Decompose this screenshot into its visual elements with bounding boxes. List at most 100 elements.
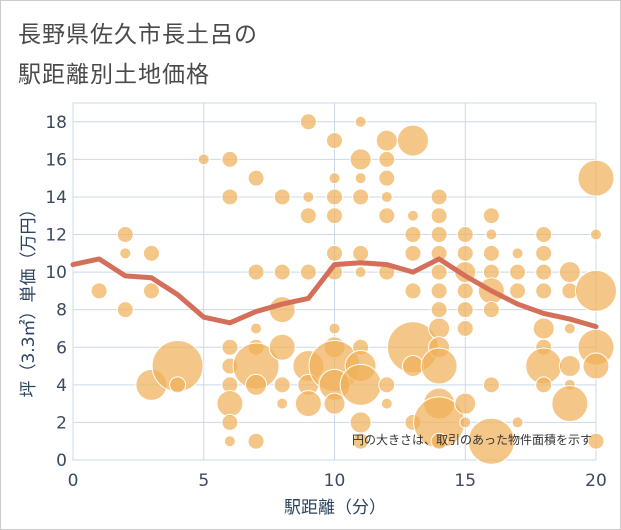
data-point xyxy=(430,207,448,225)
x-tick-label: 15 xyxy=(454,471,476,491)
data-point xyxy=(375,129,398,152)
data-point xyxy=(406,209,419,222)
data-point xyxy=(456,282,474,300)
data-point xyxy=(459,416,472,429)
y-tick-label: 0 xyxy=(56,451,67,471)
data-point xyxy=(535,263,553,281)
data-point xyxy=(276,397,289,410)
data-point xyxy=(396,124,429,157)
data-point xyxy=(456,244,474,262)
data-point xyxy=(575,269,617,312)
data-point xyxy=(352,244,370,262)
data-point xyxy=(250,322,263,335)
data-point xyxy=(511,416,524,429)
data-point xyxy=(404,226,422,244)
data-point xyxy=(223,435,236,448)
data-point xyxy=(430,188,448,206)
data-point xyxy=(245,373,268,396)
data-point xyxy=(430,263,448,281)
data-point xyxy=(456,301,474,319)
x-tick-label: 10 xyxy=(324,471,346,491)
data-point xyxy=(328,172,341,185)
data-point xyxy=(299,263,317,281)
data-point xyxy=(90,282,108,300)
data-point xyxy=(352,432,370,450)
data-point xyxy=(456,226,474,244)
data-point xyxy=(169,376,187,394)
data-point xyxy=(558,355,581,378)
data-point xyxy=(467,417,515,465)
size-note: 円の大きさは、取引のあった物件面積を示す xyxy=(352,432,592,447)
data-point xyxy=(509,263,527,281)
data-point xyxy=(380,397,393,410)
data-point xyxy=(354,266,367,279)
trend-layer xyxy=(70,256,599,330)
x-tick-label: 5 xyxy=(198,471,209,491)
data-point xyxy=(558,261,581,284)
data-point xyxy=(326,188,343,206)
data-point xyxy=(216,390,244,418)
data-point xyxy=(482,376,500,394)
data-point xyxy=(378,169,396,187)
data-point xyxy=(339,363,382,406)
data-point xyxy=(247,263,265,281)
data-point xyxy=(378,150,396,168)
chart-title-line1: 長野県佐久市長土呂の xyxy=(18,22,258,48)
data-point xyxy=(273,188,291,206)
data-point xyxy=(247,169,265,187)
data-point xyxy=(456,319,474,337)
y-tick-label: 18 xyxy=(45,113,67,133)
data-point xyxy=(577,159,615,197)
data-point xyxy=(428,317,451,340)
data-point xyxy=(535,244,553,262)
bubble-layer xyxy=(90,113,617,465)
y-tick-label: 10 xyxy=(45,263,67,283)
data-point xyxy=(326,132,343,150)
data-point xyxy=(142,244,160,262)
data-point xyxy=(454,392,477,415)
y-tick-label: 14 xyxy=(45,188,67,208)
data-point xyxy=(221,338,239,356)
data-point xyxy=(378,207,396,225)
grid-lines xyxy=(72,102,597,461)
y-tick-label: 4 xyxy=(56,376,67,396)
data-point xyxy=(273,263,291,281)
data-point xyxy=(299,113,317,131)
data-point xyxy=(482,301,500,319)
y-axis-label: 坪（3.3㎡）単価（万円） xyxy=(19,200,39,397)
data-point xyxy=(485,228,498,241)
data-point xyxy=(482,207,500,225)
data-point xyxy=(349,148,372,171)
data-point xyxy=(378,376,396,394)
data-point xyxy=(354,115,367,128)
data-point xyxy=(247,432,265,450)
data-point xyxy=(294,390,322,418)
data-point xyxy=(401,355,424,378)
chart-title-line2: 駅距離別土地価格 xyxy=(18,62,210,88)
data-point xyxy=(119,247,132,260)
data-point xyxy=(590,228,602,241)
data-point xyxy=(587,432,605,450)
data-point xyxy=(349,411,372,434)
y-tick-label: 2 xyxy=(56,413,67,433)
data-point xyxy=(116,226,134,244)
data-point xyxy=(551,385,589,423)
y-tick-label: 8 xyxy=(56,301,67,321)
data-point xyxy=(563,322,576,335)
data-point xyxy=(404,282,422,300)
data-point xyxy=(511,247,524,260)
data-point xyxy=(197,153,210,166)
y-tick-label: 12 xyxy=(45,226,67,246)
data-point xyxy=(535,226,553,244)
data-point xyxy=(268,333,296,361)
data-point xyxy=(430,226,448,244)
data-point xyxy=(326,207,343,225)
data-point xyxy=(535,376,553,394)
x-tick-label: 0 xyxy=(68,471,79,491)
data-point xyxy=(302,190,315,203)
data-point xyxy=(299,207,317,225)
y-tick-label: 6 xyxy=(56,338,67,358)
data-point xyxy=(328,322,341,335)
data-point xyxy=(509,282,527,300)
